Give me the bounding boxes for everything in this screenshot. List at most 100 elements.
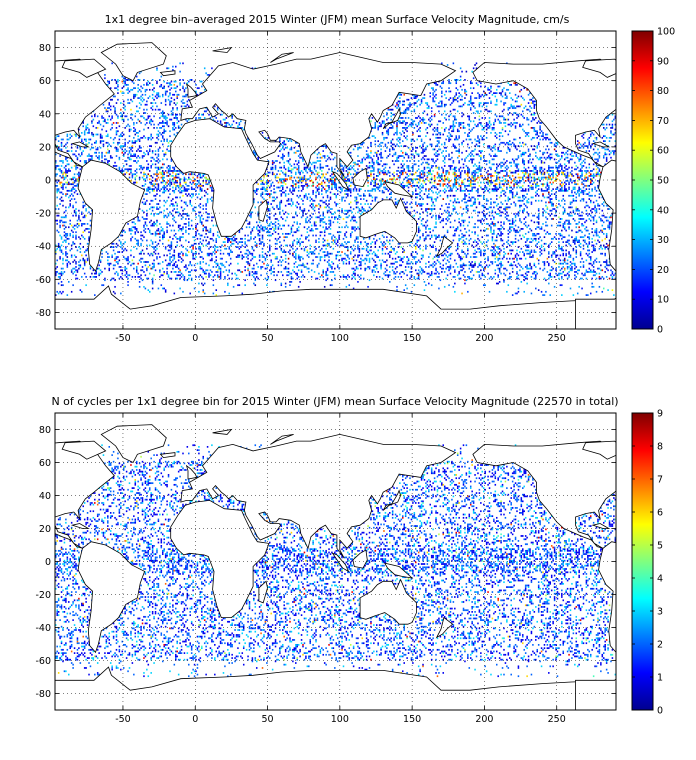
data-cell <box>423 239 426 242</box>
data-cell <box>305 194 307 197</box>
data-cell <box>254 284 257 287</box>
data-cell <box>316 184 319 187</box>
data-cell <box>134 232 137 235</box>
data-cell <box>143 252 145 255</box>
data-cell <box>309 196 311 199</box>
data-cell <box>523 209 525 212</box>
data-cell <box>179 196 181 199</box>
data-cell <box>422 180 424 182</box>
data-cell <box>558 272 560 275</box>
data-cell <box>183 189 186 192</box>
data-cell <box>69 204 71 207</box>
data-cell <box>276 180 278 182</box>
data-cell <box>292 269 294 272</box>
data-cell <box>503 193 505 195</box>
data-cell <box>390 251 392 253</box>
data-cell <box>498 280 501 283</box>
data-cell <box>436 193 439 195</box>
data-cell <box>312 262 314 265</box>
data-cell <box>75 274 77 277</box>
data-cell <box>86 259 89 262</box>
data-cell <box>352 267 355 270</box>
data-cell <box>467 209 469 212</box>
data-cell <box>469 198 472 200</box>
data-cell <box>345 259 348 262</box>
data-cell <box>198 276 200 278</box>
data-cell <box>441 236 443 239</box>
data-cell <box>73 188 76 191</box>
data-cell <box>539 251 541 253</box>
data-cell <box>362 193 365 195</box>
data-cell <box>391 239 394 242</box>
data-cell <box>260 188 262 191</box>
data-cell <box>332 213 335 215</box>
data-cell <box>305 180 307 182</box>
data-cell <box>517 290 520 293</box>
data-cell <box>193 252 196 255</box>
data-cell <box>592 269 595 272</box>
data-cell <box>430 216 433 219</box>
data-cell <box>481 236 484 239</box>
data-cell <box>514 237 517 240</box>
data-cell <box>448 261 450 263</box>
data-cell <box>300 269 303 272</box>
data-cell <box>484 184 486 187</box>
data-cell <box>608 226 611 229</box>
data-cell <box>495 213 498 215</box>
data-cell <box>159 269 161 272</box>
data-cell <box>397 256 400 258</box>
data-cell <box>176 208 178 210</box>
data-cell <box>300 247 303 250</box>
data-cell <box>160 181 163 184</box>
data-cell <box>140 234 142 237</box>
data-cell <box>435 234 437 237</box>
velocity-map-title: 1x1 degree bin–averaged 2015 Winter (JFM… <box>105 13 570 26</box>
data-cell <box>312 252 314 255</box>
data-cell <box>175 184 177 187</box>
data-cell <box>585 226 588 229</box>
data-cell <box>221 257 223 260</box>
data-cell <box>134 231 137 234</box>
data-cell <box>545 201 547 204</box>
data-cell <box>591 183 593 186</box>
data-cell <box>562 241 565 243</box>
data-cell <box>568 214 570 217</box>
data-cell <box>150 188 152 191</box>
data-cell <box>352 249 355 252</box>
data-cell <box>562 249 565 252</box>
data-cell <box>154 194 157 197</box>
data-cell <box>524 221 527 224</box>
data-cell <box>75 184 77 187</box>
data-cell <box>439 208 442 210</box>
data-cell <box>360 241 362 243</box>
data-cell <box>501 244 504 247</box>
data-cell <box>468 276 471 278</box>
data-cell <box>381 234 384 237</box>
data-cell <box>524 188 527 191</box>
data-cell <box>276 242 278 245</box>
data-cell <box>287 262 290 265</box>
data-cell <box>237 254 239 257</box>
data-cell <box>287 213 290 215</box>
data-cell <box>85 276 87 278</box>
data-cell <box>153 246 155 248</box>
data-cell <box>389 274 391 277</box>
data-cell <box>474 198 476 200</box>
data-cell <box>273 188 275 191</box>
data-cell <box>341 226 343 229</box>
data-cell <box>300 241 303 243</box>
data-cell <box>582 244 585 247</box>
data-cell <box>455 183 458 186</box>
data-cell <box>347 247 349 250</box>
data-cell <box>598 267 601 270</box>
data-cell <box>133 221 135 224</box>
data-cell <box>454 208 456 210</box>
data-cell <box>140 251 142 253</box>
data-cell <box>180 189 183 192</box>
data-cell <box>406 262 408 265</box>
data-cell <box>374 183 377 186</box>
data-cell <box>72 284 74 287</box>
data-cell <box>302 184 304 187</box>
data-cell <box>458 221 460 224</box>
data-cell <box>169 257 171 260</box>
